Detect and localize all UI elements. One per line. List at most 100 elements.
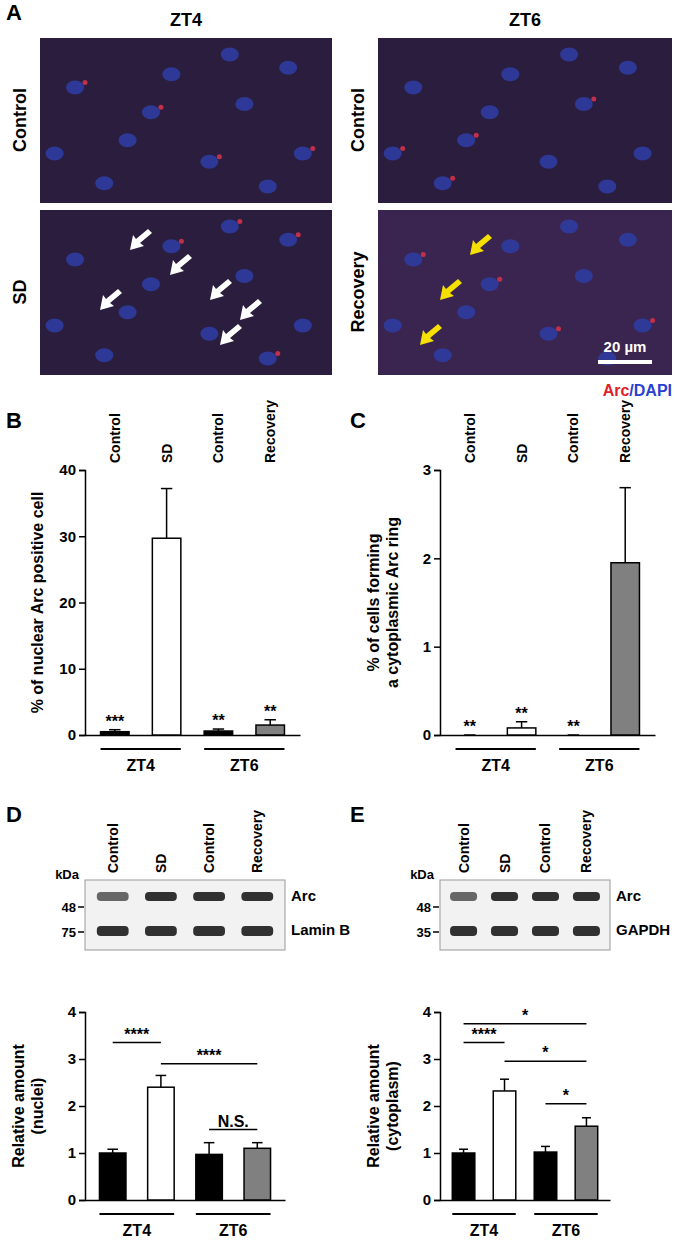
kda-label: kDa — [410, 867, 435, 882]
y-tick: 4 — [68, 1003, 85, 1020]
group-line — [196, 1213, 271, 1215]
y-tick-label: 0 — [423, 726, 431, 743]
group-line — [204, 748, 284, 750]
y-tick-label: 1 — [423, 1144, 431, 1161]
y-tick: 2 — [423, 1097, 440, 1114]
error-bar — [161, 489, 172, 539]
category-label: Control — [107, 413, 123, 463]
nucleus — [560, 220, 578, 234]
row-label: SD — [10, 279, 30, 304]
y-tick-label: 1 — [423, 638, 431, 655]
nucleus — [540, 155, 558, 169]
group-label: ZT4 — [126, 757, 155, 774]
y-tick-mark — [434, 1153, 440, 1155]
nucleus — [481, 105, 499, 119]
nucleus — [142, 277, 160, 291]
bar — [452, 1153, 475, 1200]
nucleus — [279, 61, 297, 75]
y-tick: 0 — [68, 726, 85, 743]
arc-puncta — [217, 154, 222, 159]
nucleus — [634, 319, 652, 333]
group-line — [559, 748, 639, 750]
y-tick-mark — [79, 470, 85, 472]
error-bar — [252, 1143, 263, 1149]
group-line — [534, 1213, 597, 1215]
group-label: ZT6 — [585, 757, 614, 774]
y-axis: 01234 — [423, 1003, 441, 1208]
y-tick: 2 — [68, 1097, 85, 1114]
error-bar-cap — [500, 1078, 509, 1080]
group-label: ZT6 — [552, 1222, 581, 1239]
blot-band-label: Arc — [616, 887, 641, 904]
blot-band — [145, 926, 177, 936]
nucleus — [162, 239, 180, 253]
significance-label: * — [522, 1007, 529, 1024]
arrow — [220, 324, 242, 345]
kda-label: kDa — [55, 867, 80, 882]
group-label: ZT6 — [219, 1222, 248, 1239]
error-bar-stem — [624, 488, 626, 563]
nucleus — [598, 180, 616, 194]
nucleus — [384, 147, 402, 161]
stain-legend: Arc/DAPI — [603, 382, 672, 399]
error-bar-cap — [459, 1148, 468, 1150]
blot-band — [193, 926, 225, 936]
panel-letter: B — [6, 408, 22, 433]
error-bar — [459, 1149, 468, 1153]
y-tick-label: 4 — [68, 1003, 77, 1020]
scale-bar-label: 20 µm — [604, 338, 647, 355]
panel-letter: D — [6, 802, 22, 827]
nucleus — [501, 67, 519, 81]
group-line — [99, 1213, 174, 1215]
y-tick: 0 — [423, 1191, 440, 1208]
nucleus — [259, 180, 277, 194]
blot-band — [145, 892, 177, 901]
arrow — [240, 299, 262, 320]
y-tick-mark — [79, 602, 85, 604]
y-tick-mark — [434, 735, 440, 737]
blot-band — [97, 926, 129, 936]
y-tick: 3 — [423, 461, 440, 478]
micrograph — [40, 210, 332, 375]
marks — [99, 1075, 270, 1200]
y-tick-mark — [434, 1012, 440, 1014]
y-tick-label: 1 — [68, 1144, 76, 1161]
error-bar-stem — [521, 722, 523, 728]
group-label: ZT6 — [230, 757, 259, 774]
nucleus — [221, 220, 239, 234]
nucleus — [560, 48, 578, 62]
nucleus — [434, 176, 452, 190]
bar — [611, 563, 639, 735]
y-tick-mark — [79, 536, 85, 538]
significance-label: *** — [105, 713, 124, 730]
micrograph — [40, 38, 332, 203]
panel-letter: E — [350, 802, 365, 827]
marks — [452, 1079, 597, 1200]
significance-label: N.S. — [218, 1113, 249, 1130]
y-tick-mark — [79, 669, 85, 671]
y-tick-label: 3 — [423, 1050, 431, 1067]
arc-puncta — [179, 239, 184, 244]
nucleus — [95, 348, 113, 362]
blot-membrane — [440, 880, 610, 950]
arrow — [130, 229, 152, 250]
nucleus — [95, 176, 113, 190]
nucleus — [634, 147, 652, 161]
panel-a: AZT4ZT6ControlSDControlRecovery20 µmArc/… — [6, 0, 672, 399]
y-tick: 3 — [68, 1050, 85, 1067]
y-tick-mark — [79, 1106, 85, 1108]
error-bar-cap — [252, 1142, 263, 1144]
panel-letter: A — [6, 0, 22, 25]
micrograph — [378, 38, 672, 203]
y-axis-title: % of cells forming — [365, 534, 382, 672]
y-tick: 1 — [68, 1144, 85, 1161]
y-tick: 0 — [423, 726, 440, 743]
category-label: Control — [210, 413, 226, 463]
category-label: Recovery — [249, 810, 265, 873]
error-bar-stem — [504, 1079, 506, 1091]
error-bar-stem — [257, 1143, 259, 1149]
arc-puncta — [591, 97, 596, 102]
significance-label: ** — [515, 705, 528, 722]
marker-tick — [433, 906, 439, 908]
group-line — [101, 748, 181, 750]
